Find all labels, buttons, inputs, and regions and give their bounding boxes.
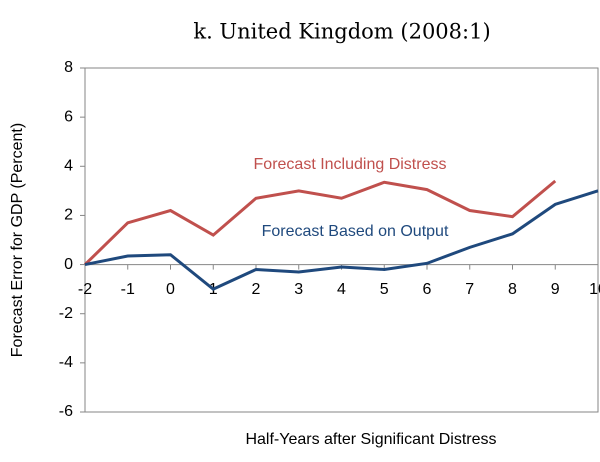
series-annotation: Forecast Based on Output: [262, 223, 449, 240]
y-tick-label: 0: [64, 256, 73, 273]
chart-title: k. United Kingdom (2008:1): [193, 20, 490, 44]
y-tick-label: 8: [64, 59, 73, 76]
x-tick-label: 10: [589, 281, 600, 298]
x-tick-label: 9: [551, 281, 560, 298]
x-tick-label: 0: [166, 281, 175, 298]
series-line: [83, 179, 557, 266]
x-tick-label: -2: [78, 281, 92, 298]
x-tick-label: 5: [380, 281, 389, 298]
x-tick-label: -1: [121, 281, 135, 298]
series-annotation: Forecast Including Distress: [254, 156, 447, 173]
y-tick-label: 2: [64, 207, 73, 224]
y-tick-label: -6: [59, 403, 73, 420]
y-tick-label: 4: [64, 158, 73, 175]
plot-area: [84, 67, 599, 413]
y-tick-label: -2: [59, 305, 73, 322]
x-tick-label: 8: [508, 281, 517, 298]
x-tick-label: 3: [294, 281, 303, 298]
x-tick-label: 2: [252, 281, 261, 298]
y-axis-label: Forecast Error for GDP (Percent): [9, 123, 26, 357]
y-tick-label: -4: [59, 354, 73, 371]
x-tick-label: 6: [423, 281, 432, 298]
x-tick-label: 4: [337, 281, 346, 298]
y-tick-label: 6: [64, 108, 73, 125]
x-tick-label: 7: [465, 281, 474, 298]
x-axis-label: Half-Years after Significant Distress: [245, 431, 496, 448]
series-line: [84, 189, 599, 291]
